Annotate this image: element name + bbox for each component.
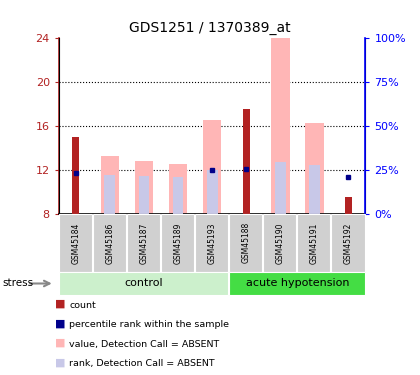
Bar: [100, 156, 119, 214]
Bar: [139, 176, 150, 214]
Text: ■: ■: [55, 299, 65, 309]
Text: GSM45191: GSM45191: [310, 222, 319, 264]
Bar: [305, 123, 324, 214]
Text: GSM45193: GSM45193: [207, 222, 217, 264]
Text: GDS1251 / 1370389_at: GDS1251 / 1370389_at: [129, 21, 291, 34]
Bar: [207, 170, 218, 214]
Bar: [169, 164, 187, 214]
Bar: [203, 120, 221, 214]
Text: acute hypotension: acute hypotension: [246, 279, 349, 288]
Bar: [72, 136, 79, 214]
Bar: [271, 35, 290, 214]
Text: percentile rank within the sample: percentile rank within the sample: [69, 320, 229, 329]
Text: count: count: [69, 301, 96, 310]
Bar: [105, 175, 116, 214]
Text: rank, Detection Call = ABSENT: rank, Detection Call = ABSENT: [69, 359, 215, 368]
Bar: [243, 109, 249, 214]
Bar: [345, 197, 352, 214]
Text: GSM45184: GSM45184: [71, 222, 80, 264]
Text: stress: stress: [2, 279, 33, 288]
Text: GSM45190: GSM45190: [276, 222, 285, 264]
Bar: [309, 165, 320, 214]
Text: GSM45189: GSM45189: [173, 222, 183, 264]
Bar: [173, 177, 184, 214]
Text: ■: ■: [55, 318, 65, 328]
Text: ■: ■: [55, 338, 65, 348]
Text: GSM45192: GSM45192: [344, 222, 353, 264]
Bar: [134, 161, 153, 214]
Text: GSM45188: GSM45188: [241, 222, 251, 263]
Text: value, Detection Call = ABSENT: value, Detection Call = ABSENT: [69, 340, 220, 349]
Text: control: control: [124, 279, 163, 288]
Text: GSM45186: GSM45186: [105, 222, 114, 264]
Text: GSM45187: GSM45187: [139, 222, 148, 264]
Bar: [275, 162, 286, 214]
Text: ■: ■: [55, 357, 65, 368]
